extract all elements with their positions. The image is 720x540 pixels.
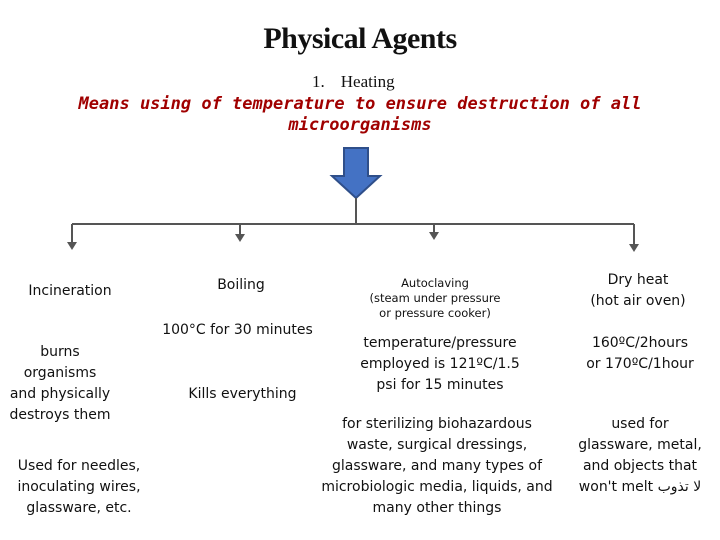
use-line: for sterilizing biohazardous xyxy=(342,416,532,432)
use-line: inoculating wires, xyxy=(17,479,141,495)
definition-line-2: microorganisms xyxy=(288,115,432,135)
condition-line: temperature/pressure xyxy=(363,335,517,351)
incineration-details: burns organisms and physically destroys … xyxy=(0,342,120,426)
dry-heat-name: Dry heat xyxy=(607,272,669,288)
autoclaving-label: Autoclaving (steam under pressure or pre… xyxy=(350,276,520,321)
detail-line: and physically xyxy=(9,386,111,402)
autoclaving-note-line: or pressure cooker) xyxy=(379,306,491,320)
dry-heat-uses: used for glassware, metal, and objects t… xyxy=(566,414,714,498)
condition-line: employed is 121ºC/1.5 xyxy=(360,356,520,372)
dry-heat-condition: 160ºC/2hours or 170ºC/1hour xyxy=(566,333,714,375)
definition: Means using of temperature to ensure des… xyxy=(0,94,720,136)
dry-heat-subname: (hot air oven) xyxy=(590,293,686,309)
detail-line: burns xyxy=(40,344,80,360)
subheading-text: Heating xyxy=(340,72,395,91)
use-line: glassware, and many types of xyxy=(331,458,543,474)
condition-line: psi for 15 minutes xyxy=(376,377,504,393)
subheading: 1. Heating xyxy=(312,72,395,92)
use-line: glassware, etc. xyxy=(26,500,132,516)
subheading-number: 1. xyxy=(312,72,325,91)
use-line: waste, surgical dressings, xyxy=(346,437,528,453)
autoclaving-note-line: (steam under pressure xyxy=(369,291,501,305)
definition-line-1: Means using of temperature to ensure des… xyxy=(78,94,642,114)
use-line: microbiologic media, liquids, and xyxy=(321,479,553,495)
detail-line: organisms xyxy=(23,365,97,381)
detail-line: destroys them xyxy=(9,407,111,423)
autoclaving-uses: for sterilizing biohazardous waste, surg… xyxy=(308,414,566,519)
branch-drop-3 xyxy=(429,224,439,240)
down-arrow xyxy=(329,147,383,200)
boiling-effect: Kills everything xyxy=(188,386,297,402)
incineration-label: Incineration xyxy=(28,283,112,299)
autoclaving-name: Autoclaving xyxy=(401,276,469,290)
use-line: used for xyxy=(611,416,669,432)
use-line: and objects that xyxy=(582,458,698,474)
use-line: many other things xyxy=(372,500,502,516)
boiling-label: Boiling xyxy=(217,277,265,293)
use-line: won't melt لا تذوب xyxy=(578,479,702,495)
page-title: Physical Agents xyxy=(263,22,457,55)
use-line: Used for needles, xyxy=(17,458,141,474)
condition-line: or 170ºC/1hour xyxy=(586,356,694,372)
branch-drop-2 xyxy=(235,224,245,242)
dry-heat-label: Dry heat (hot air oven) xyxy=(573,270,703,312)
condition-line: 160ºC/2hours xyxy=(591,335,689,351)
autoclaving-condition: temperature/pressure employed is 121ºC/1… xyxy=(340,333,540,396)
branch-drop-1 xyxy=(67,224,77,250)
incineration-uses: Used for needles, inoculating wires, gla… xyxy=(4,456,154,519)
branch-drop-4 xyxy=(629,224,639,252)
boiling-condition: 100°C for 30 minutes xyxy=(162,322,313,338)
use-line: glassware, metal, xyxy=(578,437,702,453)
